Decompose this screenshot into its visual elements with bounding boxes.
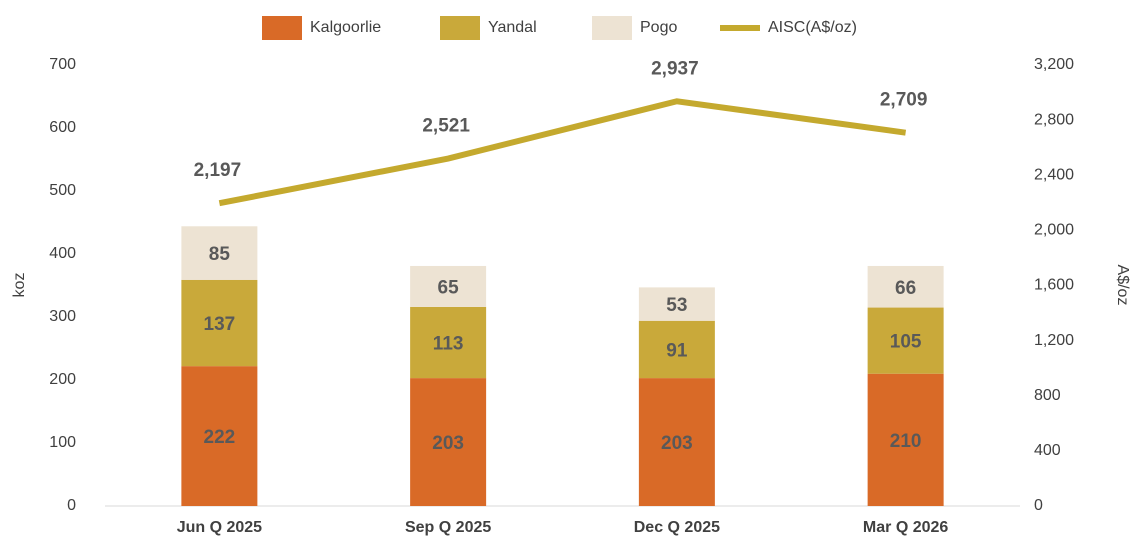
bar-segment bbox=[867, 373, 944, 506]
legend-label: Pogo bbox=[640, 19, 677, 36]
y2-tick-label: 2,000 bbox=[1034, 222, 1074, 239]
y-tick-label: 200 bbox=[49, 371, 76, 388]
legend-label: AISC(A$/oz) bbox=[768, 19, 857, 36]
y2-tick-label: 2,800 bbox=[1034, 111, 1074, 128]
bar-segment bbox=[638, 287, 715, 321]
bar-segment bbox=[410, 378, 487, 506]
data-label: 203 bbox=[432, 433, 464, 454]
y-tick-label: 600 bbox=[49, 119, 76, 136]
bar-segment bbox=[867, 265, 944, 308]
legend-label: Kalgoorlie bbox=[310, 19, 381, 36]
legend-label: Yandal bbox=[488, 19, 537, 36]
y2-axis-label: A$/oz bbox=[1114, 265, 1131, 306]
data-label: 91 bbox=[666, 340, 688, 361]
data-label: 66 bbox=[895, 278, 916, 299]
y-tick-label: 400 bbox=[49, 245, 76, 262]
y-tick-label: 500 bbox=[49, 182, 76, 199]
y-axis-label: koz bbox=[11, 273, 28, 298]
x-tick-label: Sep Q 2025 bbox=[405, 519, 491, 536]
data-label: 53 bbox=[666, 295, 687, 316]
legend-swatch bbox=[592, 16, 632, 40]
bar-segment bbox=[410, 306, 487, 379]
bar-segment bbox=[638, 378, 715, 506]
bar-segment bbox=[867, 307, 944, 374]
y-tick-label: 700 bbox=[49, 56, 76, 73]
x-tick-label: Dec Q 2025 bbox=[634, 519, 720, 536]
bar-segment bbox=[638, 320, 715, 379]
line-data-label: 2,709 bbox=[880, 90, 928, 111]
line-data-label: 2,521 bbox=[422, 116, 470, 137]
line bbox=[218, 98, 907, 207]
bar-segment bbox=[181, 279, 258, 367]
x-tick-label: Mar Q 2026 bbox=[863, 519, 948, 536]
y2-tick-label: 1,600 bbox=[1034, 277, 1074, 294]
y-tick-label: 300 bbox=[49, 308, 76, 325]
y2-tick-label: 800 bbox=[1034, 387, 1061, 404]
bar-segment bbox=[181, 366, 258, 506]
data-label: 222 bbox=[204, 427, 236, 448]
y2-tick-label: 0 bbox=[1034, 497, 1043, 514]
line-data-label: 2,197 bbox=[194, 160, 242, 181]
y2-tick-label: 1,200 bbox=[1034, 332, 1074, 349]
y-tick-label: 0 bbox=[67, 497, 76, 514]
legend-swatch bbox=[440, 16, 480, 40]
legend-swatch bbox=[262, 16, 302, 40]
y2-tick-label: 2,400 bbox=[1034, 166, 1074, 183]
y-tick-label: 100 bbox=[49, 434, 76, 451]
data-label: 203 bbox=[661, 433, 693, 454]
data-label: 210 bbox=[890, 431, 922, 452]
data-label: 113 bbox=[433, 334, 464, 355]
data-label: 65 bbox=[438, 277, 460, 298]
x-tick-label: Jun Q 2025 bbox=[177, 519, 262, 536]
y2-tick-label: 3,200 bbox=[1034, 56, 1074, 73]
data-label: 137 bbox=[204, 314, 236, 335]
y2-tick-label: 400 bbox=[1034, 442, 1061, 459]
bar-segment bbox=[410, 265, 487, 307]
data-label: 105 bbox=[890, 332, 922, 353]
data-label: 85 bbox=[209, 244, 231, 265]
line-data-label: 2,937 bbox=[651, 58, 699, 79]
bar-segment bbox=[181, 226, 258, 280]
